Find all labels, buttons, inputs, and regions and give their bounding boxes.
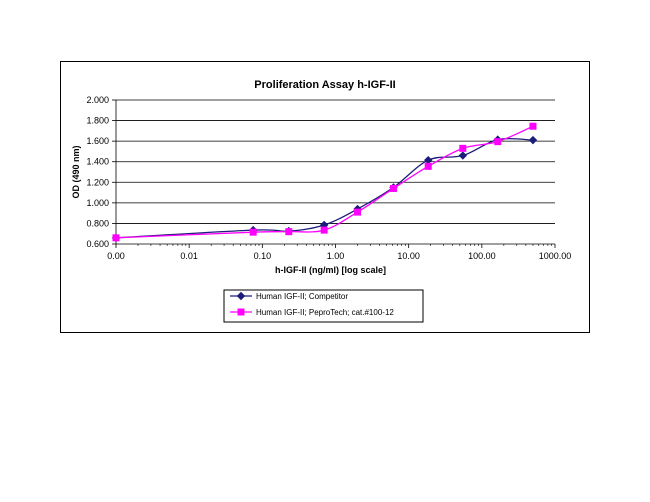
series-line bbox=[115, 137, 533, 239]
data-point bbox=[389, 184, 397, 192]
legend-sample-0 bbox=[230, 291, 252, 301]
legend-label-competitor: Human IGF-II; Competitor bbox=[256, 292, 348, 301]
x-tick-label: 100.00 bbox=[468, 251, 496, 261]
series-1 bbox=[112, 122, 537, 242]
y-tick-labels: 0.600 0.800 1.000 1.200 1.400 1.600 1.800 2.000 bbox=[86, 95, 109, 249]
data-point bbox=[529, 122, 537, 130]
chart-frame: Proliferation Assay h-IGF-II 0.600 0.800 1… bbox=[60, 61, 590, 333]
x-axis-title: h-IGF-II (ng/ml) [log scale] bbox=[275, 265, 386, 275]
legend-items bbox=[230, 291, 252, 316]
chart-title: Proliferation Assay h-IGF-II bbox=[254, 79, 395, 91]
legend: Human IGF-II; Competitor Human IGF-II; P… bbox=[223, 289, 424, 323]
y-tick-label: 0.600 bbox=[86, 239, 109, 249]
legend-sample-1 bbox=[230, 308, 252, 316]
x-tick-label: 1.00 bbox=[327, 251, 345, 261]
x-tick-label: 0.01 bbox=[180, 251, 198, 261]
data-point bbox=[354, 208, 362, 216]
y-tick-label: 1.400 bbox=[86, 157, 109, 167]
data-point bbox=[424, 155, 433, 165]
x-tick-label: 10.00 bbox=[397, 251, 420, 261]
y-tick-label: 0.800 bbox=[86, 218, 109, 228]
y-axis-title: OD (490 nm) bbox=[71, 145, 81, 198]
y-tick-label: 1.200 bbox=[86, 177, 109, 187]
grid-lines bbox=[116, 99, 555, 224]
data-point bbox=[285, 228, 293, 236]
data-point bbox=[320, 226, 328, 234]
x-tick-label: 0.00 bbox=[107, 251, 125, 261]
chart-svg: Proliferation Assay h-IGF-II 0.600 0.800 1… bbox=[71, 79, 571, 323]
y-tick-label: 2.000 bbox=[86, 95, 109, 105]
x-tick-labels: 0.00 0.01 0.10 1.00 10.00 100.00 1000.00 bbox=[107, 251, 571, 261]
data-point bbox=[424, 162, 432, 170]
series-layer bbox=[111, 122, 538, 243]
legend-marker bbox=[236, 291, 246, 301]
x-tick-label: 1000.00 bbox=[539, 251, 572, 261]
data-point bbox=[112, 234, 120, 242]
data-point bbox=[458, 151, 468, 160]
series-0 bbox=[111, 135, 538, 243]
axes bbox=[112, 99, 556, 248]
data-point bbox=[528, 135, 538, 145]
x-tick-label: 0.10 bbox=[254, 251, 272, 261]
legend-label-peprotech: Human IGF-II; PeproTech; cat.#100-12 bbox=[256, 308, 394, 317]
legend-marker bbox=[237, 308, 245, 316]
series-line bbox=[115, 125, 534, 239]
y-tick-label: 1.600 bbox=[86, 136, 109, 146]
data-point bbox=[249, 228, 257, 236]
data-point bbox=[494, 138, 502, 146]
data-point bbox=[459, 144, 467, 152]
y-tick-label: 1.800 bbox=[86, 116, 109, 126]
y-tick-label: 1.000 bbox=[86, 198, 109, 208]
legend-box bbox=[223, 289, 424, 323]
